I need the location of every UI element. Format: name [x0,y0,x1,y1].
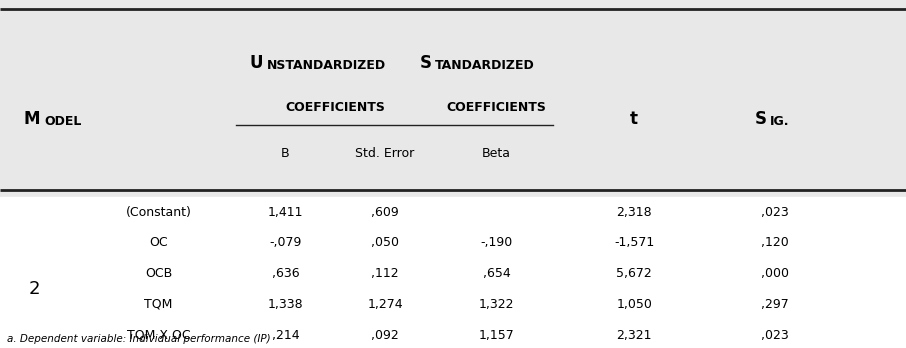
Text: a. Dependent variable: Individual performance (IP): a. Dependent variable: Individual perfor… [7,334,271,344]
Text: OC: OC [149,236,168,249]
Text: ,023: ,023 [761,206,788,219]
Text: ,050: ,050 [371,236,399,249]
Text: t: t [631,110,638,128]
Text: 5,672: 5,672 [616,267,652,280]
Text: ,636: ,636 [272,267,299,280]
Text: 1,322: 1,322 [478,298,515,311]
Text: ,214: ,214 [272,329,299,342]
Text: (Constant): (Constant) [126,206,191,219]
Text: OCB: OCB [145,267,172,280]
Text: COEFFICIENTS: COEFFICIENTS [285,101,385,114]
Text: ,023: ,023 [761,329,788,342]
Text: TQM: TQM [144,298,173,311]
Text: 1,338: 1,338 [267,298,304,311]
Text: Std. Error: Std. Error [355,147,415,160]
Bar [0,197,906,348]
Text: TQM X OC: TQM X OC [127,329,190,342]
Text: ,120: ,120 [761,236,788,249]
Text: ,609: ,609 [371,206,399,219]
Text: -1,571: -1,571 [614,236,654,249]
Text: ,000: ,000 [761,267,788,280]
Text: ,654: ,654 [483,267,510,280]
Text: 1,411: 1,411 [267,206,304,219]
Text: -,079: -,079 [269,236,302,249]
Text: 1,050: 1,050 [616,298,652,311]
Text: IG.: IG. [770,116,790,128]
Text: U: U [249,54,263,72]
Text: 1,157: 1,157 [478,329,515,342]
Text: 2,321: 2,321 [616,329,652,342]
Text: COEFFICIENTS: COEFFICIENTS [447,101,546,114]
Text: S: S [419,54,431,72]
Text: ODEL: ODEL [44,116,82,128]
Text: B: B [281,147,290,160]
Text: -,190: -,190 [480,236,513,249]
Text: TANDARDIZED: TANDARDIZED [435,59,535,72]
Text: NSTANDARDIZED: NSTANDARDIZED [266,59,386,72]
Text: 2,318: 2,318 [616,206,652,219]
Text: S: S [755,110,766,128]
Text: ,092: ,092 [371,329,399,342]
Text: 2: 2 [29,280,40,298]
Text: ,297: ,297 [761,298,788,311]
Text: Beta: Beta [482,147,511,160]
Text: ,112: ,112 [371,267,399,280]
Text: M: M [24,110,40,128]
Text: 1,274: 1,274 [367,298,403,311]
